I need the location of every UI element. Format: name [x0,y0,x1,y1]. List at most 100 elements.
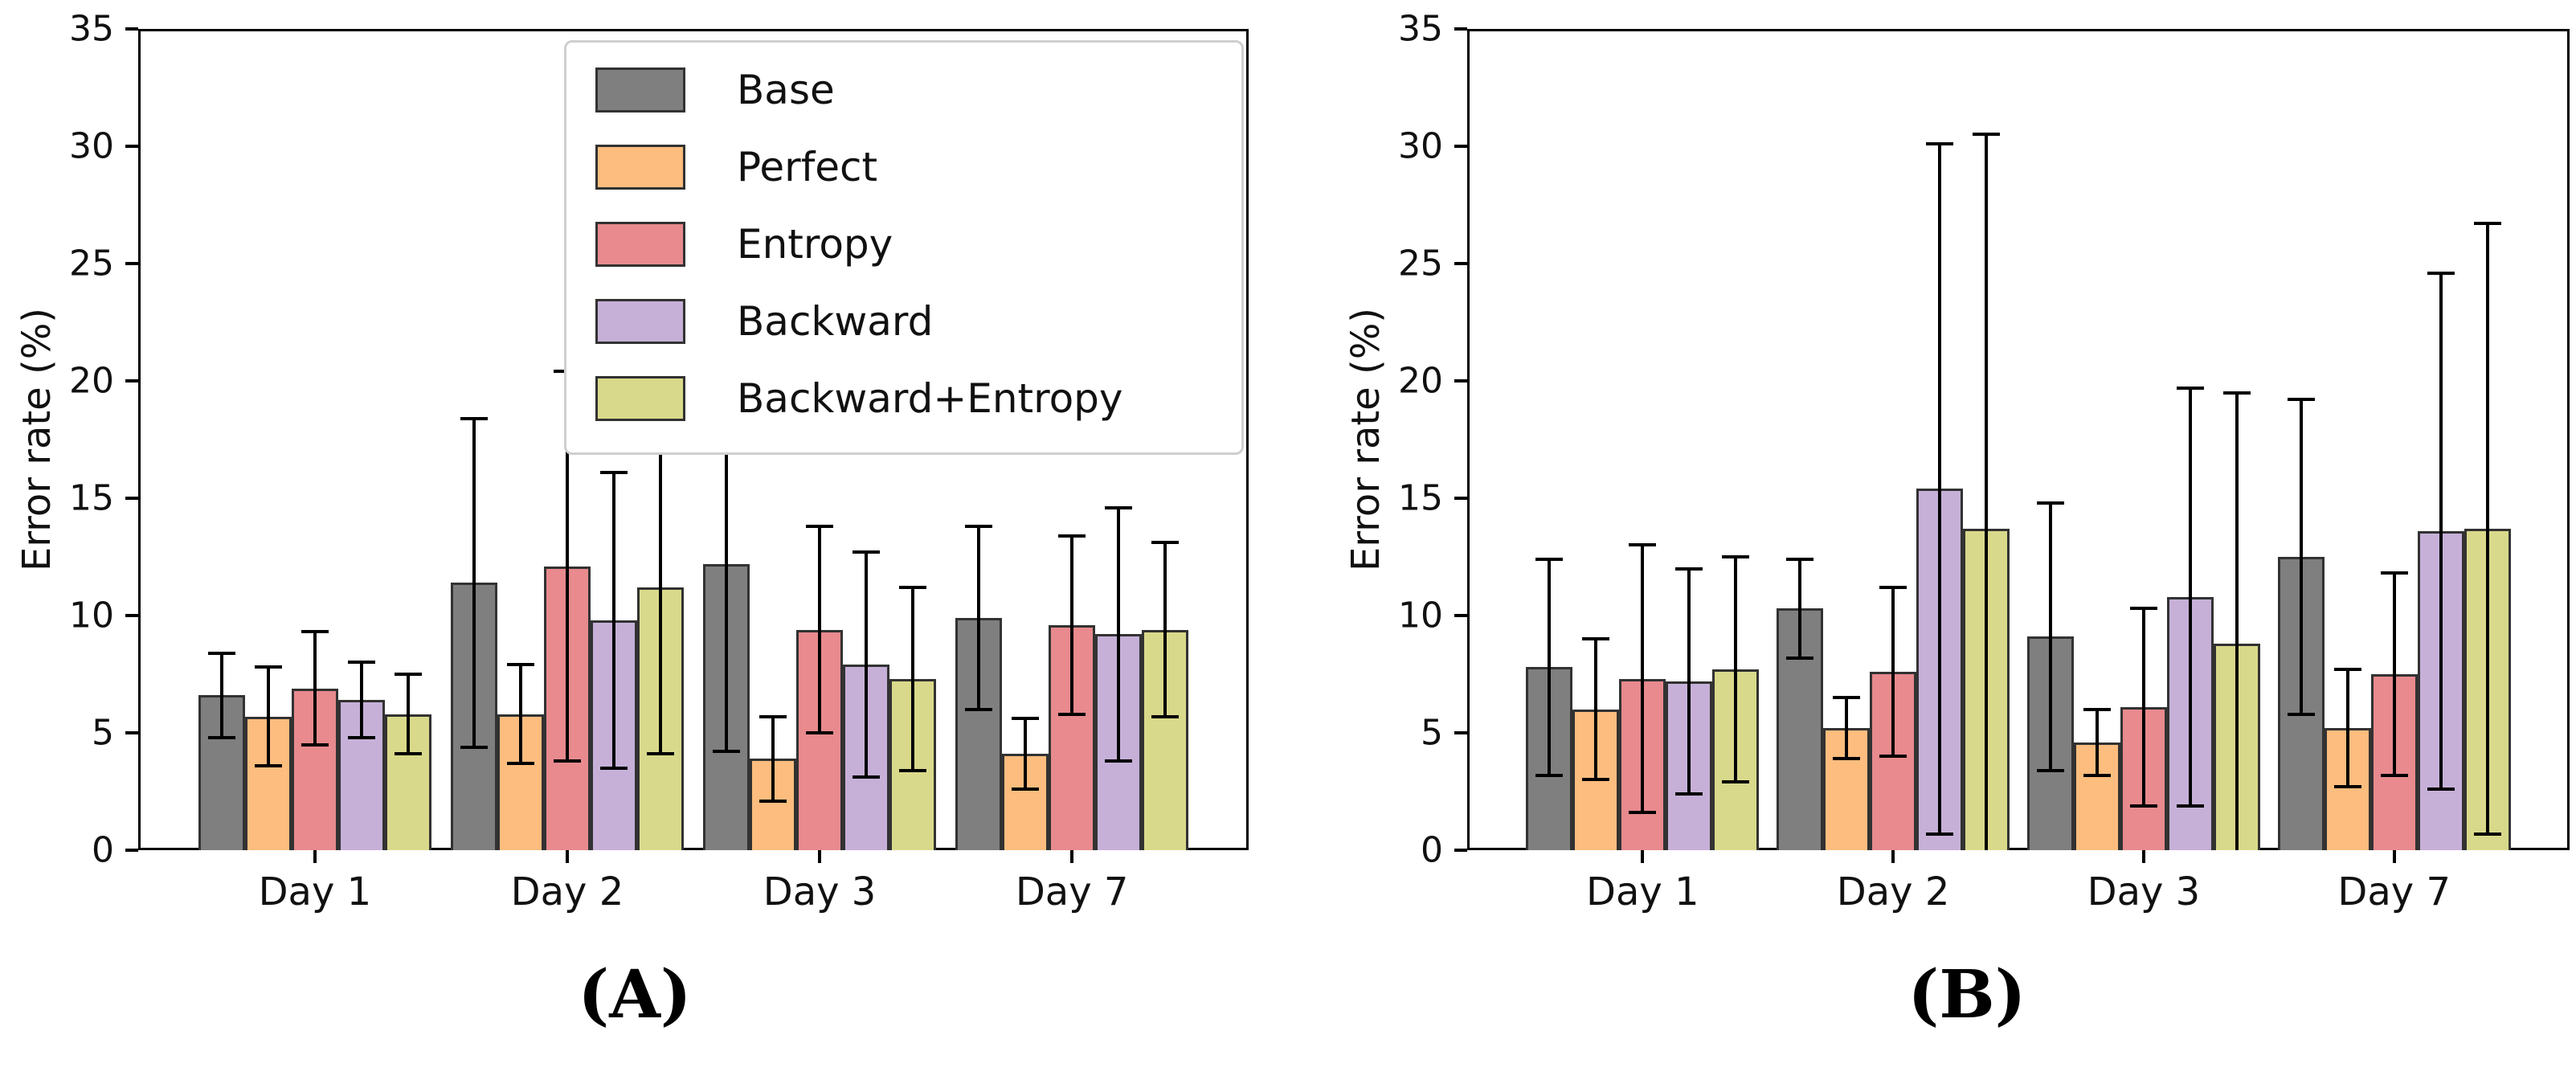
error-bar-cap-bottom [1058,713,1086,716]
panel-b-x-tick [2393,850,2396,863]
legend-label-entropy: Entropy [737,221,893,268]
error-bar-backward-day-7 [2439,273,2443,789]
panel-b-y-tick [1454,145,1467,148]
error-bar-cap-bottom [2427,788,2455,791]
panel-b-y-tick-label-25: 25 [1347,243,1443,284]
error-bar-cap-top [460,417,488,420]
error-bar-perfect-day-2 [1845,698,1848,759]
error-bar-cap-bottom [208,736,235,739]
legend: BasePerfectEntropyBackwardBackward+Entro… [564,40,1244,455]
error-bar-base-day-1 [220,653,223,738]
panel-a-caption: (A) [578,956,691,1033]
panel-b-x-tick [2142,850,2145,863]
error-bar-cap-bottom [2037,769,2064,772]
error-bar-cap-bottom [853,775,880,779]
error-bar-base-day-2 [1798,559,1801,658]
error-bar-cap-top [1058,534,1086,538]
error-bar-cap-bottom [2177,804,2204,808]
error-bar-cap-bottom [1722,780,1749,783]
panel-b-x-tick-label-day-1: Day 1 [1586,869,1699,914]
error-bar-cap-top [1786,558,1813,561]
error-bar-base-day-7 [977,526,980,710]
panel-a-x-tick [313,850,317,863]
error-bar-cap-top [2037,501,2064,505]
error-bar-backward-entropy-day-7 [1163,542,1167,716]
legend-label-base: Base [737,67,835,113]
legend-swatch-perfect [595,145,685,190]
panel-b-y-tick [1454,27,1467,31]
error-bar-backward-entropy-day-3 [911,587,914,771]
error-bar-cap-bottom [1629,811,1656,814]
error-bar-cap-top [806,525,833,528]
error-bar-perfect-day-3 [771,717,775,801]
error-bar-cap-top [1012,717,1039,720]
error-bar-cap-top [348,661,375,664]
error-bar-cap-bottom [301,743,329,747]
error-bar-cap-bottom [507,762,534,765]
error-bar-perfect-day-7 [2346,669,2349,787]
error-bar-cap-bottom [1926,832,1953,836]
error-bar-perfect-day-1 [267,667,270,766]
panel-a-y-tick [125,614,138,617]
panel-b-y-tick [1454,731,1467,734]
error-bar-cap-bottom [1012,788,1039,791]
error-bar-backward-entropy-day-7 [2486,223,2489,833]
error-bar-entropy-day-3 [2142,608,2145,805]
legend-item-perfect: Perfect [595,144,877,190]
panel-b-x-tick-label-day-7: Day 7 [2337,869,2451,914]
error-bar-cap-top [2427,272,2455,275]
error-bar-perfect-day-7 [1024,718,1027,789]
error-bar-cap-top [1151,541,1179,544]
error-bar-cap-top [395,673,422,676]
legend-item-base: Base [595,67,835,113]
error-bar-cap-top [1973,133,2000,136]
panel-b-y-tick-label-10: 10 [1347,595,1443,636]
error-bar-cap-bottom [2381,774,2408,777]
error-bar-backward-day-1 [360,662,363,737]
error-bar-cap-top [2474,222,2501,225]
error-bar-cap-top [2177,387,2204,390]
error-bar-cap-top [301,630,329,633]
panel-a-x-tick-label-day-3: Day 3 [763,869,877,914]
error-bar-cap-top [2223,391,2251,395]
legend-label-backward-entropy: Backward+Entropy [737,375,1123,422]
error-bar-backward-entropy-day-3 [2235,393,2239,850]
legend-swatch-backward [595,299,685,344]
error-bar-perfect-day-2 [519,665,522,763]
panel-a-y-tick [125,145,138,148]
error-bar-cap-bottom [759,800,787,803]
error-bar-entropy-day-7 [1070,536,1073,714]
error-bar-base-day-3 [2049,503,2052,771]
error-bar-cap-bottom [2130,804,2157,808]
error-bar-cap-top [1833,696,1860,699]
error-bar-cap-bottom [554,759,581,763]
error-bar-cap-top [600,471,628,474]
error-bar-cap-top [255,665,282,669]
error-bar-cap-bottom [2288,713,2315,716]
error-bar-cap-bottom [2083,774,2111,777]
error-bar-cap-top [853,550,880,554]
error-bar-cap-bottom [2474,832,2501,836]
panel-b-y-axis-label: Error rate (%) [1343,308,1388,571]
legend-swatch-backward-entropy [595,376,685,421]
error-bar-cap-bottom [647,752,674,755]
panel-a-y-tick [125,849,138,852]
panel-a-x-tick [1070,850,1073,863]
panel-b-x-tick [1891,850,1895,863]
error-bar-cap-top [2130,607,2157,610]
panel-b-y-tick [1454,497,1467,500]
error-bar-cap-top [2083,708,2111,711]
error-bar-backward-day-3 [865,552,868,777]
error-bar-entropy-day-1 [1641,545,1644,812]
legend-item-backward-entropy: Backward+Entropy [595,375,1123,422]
error-bar-backward-day-3 [2189,388,2192,806]
panel-a-y-tick [125,27,138,31]
error-bar-cap-bottom [600,767,628,770]
error-bar-cap-top [1535,558,1563,561]
panel-a-x-tick [566,850,569,863]
legend-swatch-base [595,68,685,112]
error-bar-cap-top [507,663,534,666]
panel-b-y-tick-label-35: 35 [1347,9,1443,50]
error-bar-entropy-day-7 [2393,573,2396,775]
error-bar-backward-day-1 [1687,569,1691,794]
